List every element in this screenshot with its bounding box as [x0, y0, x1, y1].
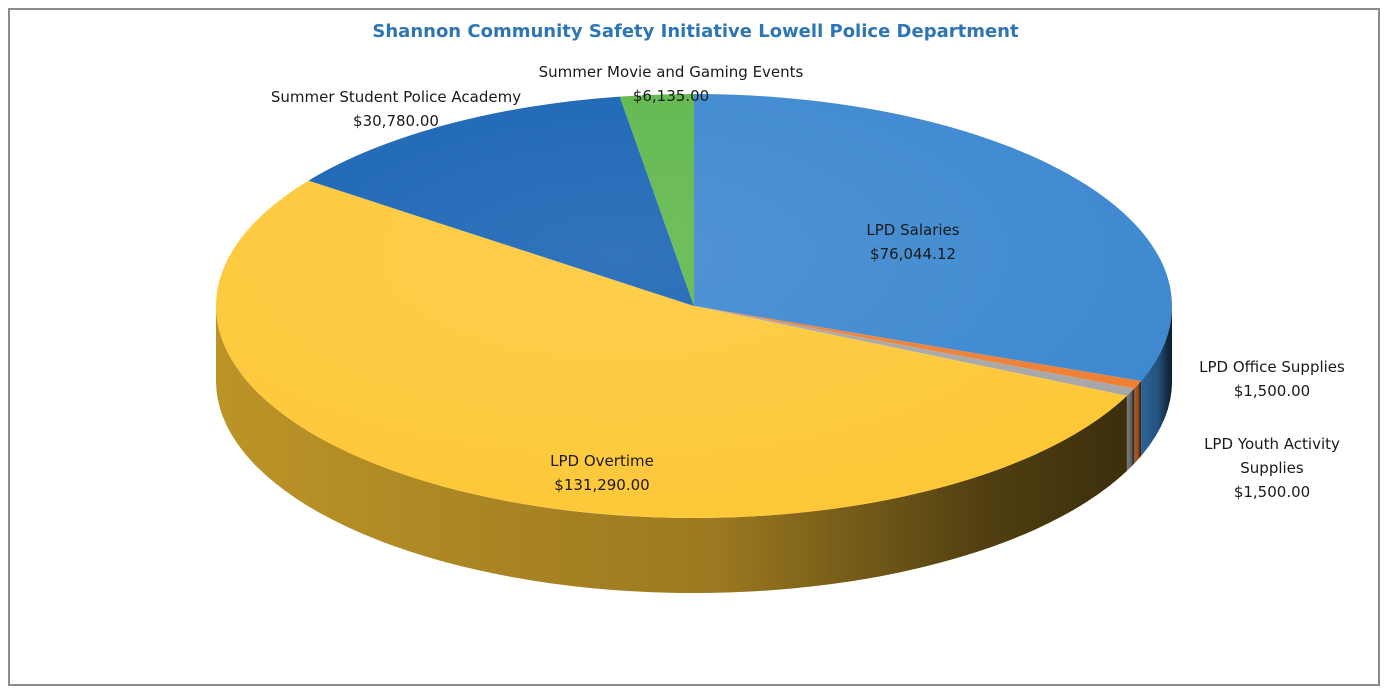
data-label-value-lpd-salaries: $76,044.12	[870, 245, 956, 263]
pie-top-highlight	[216, 94, 1172, 518]
pie-side-shading-lpd-salaries	[1141, 306, 1172, 457]
data-label-name-lpd-office-supplies: LPD Office Supplies	[1199, 358, 1345, 376]
data-label-value-summer-movie-and-gaming-events: $6,135.00	[633, 87, 709, 105]
pie-side-walls	[216, 306, 1172, 594]
data-label-name-lpd-youth-activity-supplies: LPD Youth Activity	[1204, 435, 1340, 453]
pie-side-shading-lpd-overtime	[216, 306, 1127, 594]
data-label-name-cont-lpd-youth-activity-supplies: Supplies	[1240, 459, 1304, 477]
pie-top-faces	[216, 94, 1172, 518]
data-label-name-lpd-salaries: LPD Salaries	[866, 221, 959, 239]
pie-data-labels: LPD Salaries $76,044.12 LPD Office Supplie…	[271, 63, 1345, 501]
data-label-name-summer-student-police-academy: Summer Student Police Academy	[271, 88, 521, 106]
chart-title: Shannon Community Safety Initiative Lowe…	[372, 21, 1019, 42]
data-label-value-lpd-overtime: $131,290.00	[554, 476, 649, 494]
data-label-value-lpd-youth-activity-supplies: $1,500.00	[1234, 483, 1310, 501]
data-label-name-lpd-overtime: LPD Overtime	[550, 452, 654, 470]
data-label-value-lpd-office-supplies: $1,500.00	[1234, 382, 1310, 400]
data-label-value-summer-student-police-academy: $30,780.00	[353, 112, 439, 130]
pie-side-shading-lpd-office-supplies	[1134, 381, 1142, 464]
data-label-name-summer-movie-and-gaming-events: Summer Movie and Gaming Events	[539, 63, 804, 81]
pie-side-shading-lpd-youth-activity-supplies	[1126, 388, 1135, 471]
